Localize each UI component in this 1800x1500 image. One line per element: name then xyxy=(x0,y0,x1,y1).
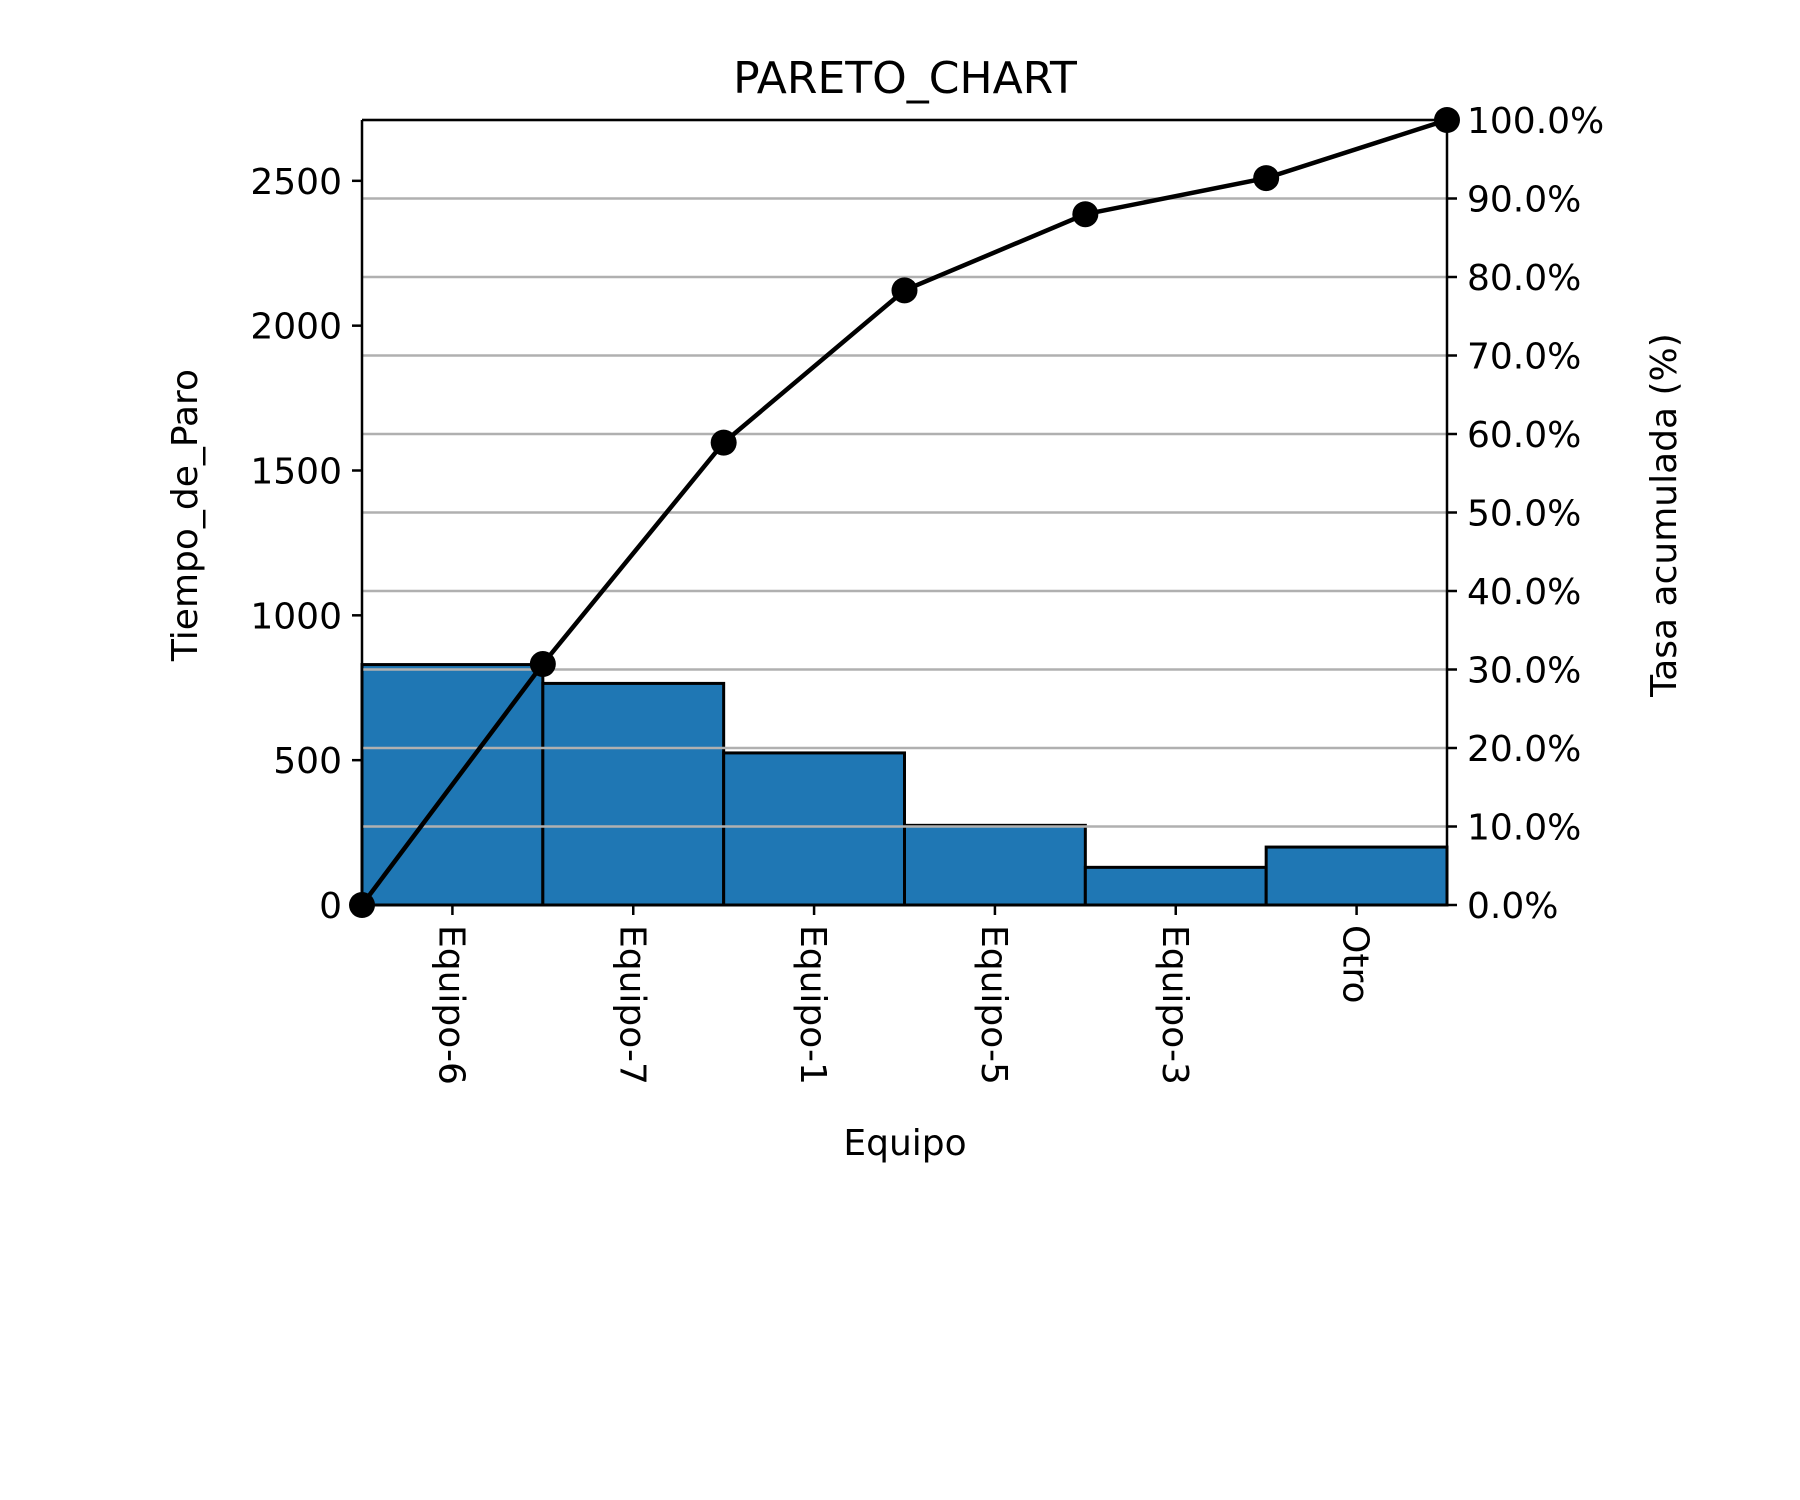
cumulative-line-layer xyxy=(349,107,1460,918)
cumulative-point xyxy=(710,429,737,456)
y-tick-label: 0 xyxy=(319,886,342,927)
x-axis-label: Equipo xyxy=(843,1123,966,1164)
y2-axis-label: Tasa acumulada (%) xyxy=(1644,333,1685,698)
x-tick-label: Otro xyxy=(1335,925,1376,1004)
axes-layer: 0 500 1000 1500 2000 2500 0.0% 10.0% 20.0% 30.0% 4… xyxy=(250,101,1604,1085)
x-tick-label: Equipo-5 xyxy=(973,925,1014,1085)
y-tick-label: 1000 xyxy=(250,596,342,637)
y2-tick-label: 80.0% xyxy=(1467,258,1581,299)
x-tick-label: Equipo-6 xyxy=(430,925,471,1085)
y2-tick-label: 60.0% xyxy=(1467,415,1581,456)
bar-otro xyxy=(1264,845,1449,907)
y2-tick-label: 100.0% xyxy=(1467,101,1604,142)
cumulative-point xyxy=(1253,165,1280,192)
y2-tick-label: 50.0% xyxy=(1467,494,1581,535)
cumulative-point xyxy=(891,277,918,304)
y2-tick-label: 70.0% xyxy=(1467,337,1581,378)
y-tick-label: 1500 xyxy=(250,451,342,492)
bar-equipo-1 xyxy=(722,751,907,907)
y2-tick-label: 10.0% xyxy=(1467,808,1581,849)
y2-tick-label: 30.0% xyxy=(1467,651,1581,692)
x-tick-label: Equipo-3 xyxy=(1154,925,1195,1085)
bar-equipo-5 xyxy=(903,823,1087,907)
bar-equipo-3 xyxy=(1083,865,1268,907)
chart-title: PARETO_CHART xyxy=(733,53,1077,104)
y-axis-label: Tiempo_de_Paro xyxy=(165,369,206,662)
bars-layer xyxy=(360,663,1449,907)
y2-tick-label: 90.0% xyxy=(1467,180,1581,221)
cumulative-point xyxy=(1072,201,1099,228)
y-tick-label: 500 xyxy=(273,741,342,782)
y2-tick-label: 0.0% xyxy=(1467,886,1558,927)
y-tick-label: 2500 xyxy=(250,162,342,203)
y2-tick-label: 40.0% xyxy=(1467,572,1581,613)
x-tick-label: Equipo-1 xyxy=(792,925,833,1085)
bar-equipo-7 xyxy=(541,681,726,907)
y-tick-label: 2000 xyxy=(250,307,342,348)
x-tick-label: Equipo-7 xyxy=(611,925,652,1085)
y2-tick-label: 20.0% xyxy=(1467,729,1581,770)
cumulative-point xyxy=(529,651,556,678)
